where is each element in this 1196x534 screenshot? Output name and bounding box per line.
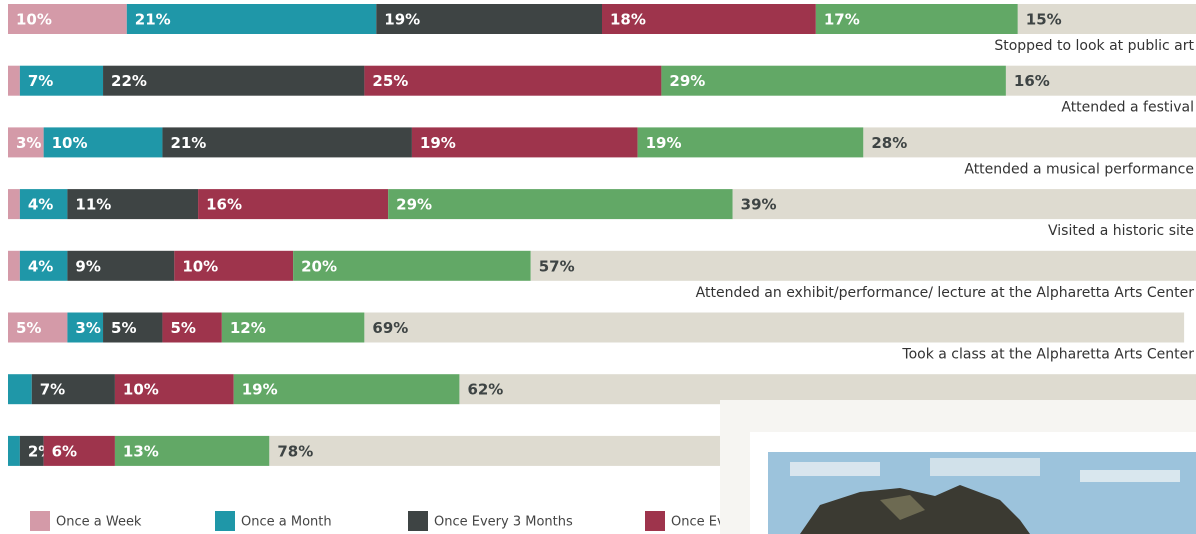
bar-segment xyxy=(733,189,1196,219)
data-label: 10% xyxy=(182,257,218,275)
legend-swatch xyxy=(215,511,235,531)
data-label: 10% xyxy=(52,134,88,152)
image-overlay xyxy=(720,400,1196,534)
data-label: 16% xyxy=(1014,72,1050,90)
data-label: 18% xyxy=(610,11,646,29)
data-label: 62% xyxy=(467,381,503,399)
data-label: 57% xyxy=(539,257,575,275)
bar-segment xyxy=(8,374,32,404)
legend: Once a Week Once a Month Once Every 3 Mont… xyxy=(30,511,725,531)
data-label: 19% xyxy=(242,381,278,399)
bar-segment xyxy=(8,436,20,466)
data-label: 7% xyxy=(40,381,65,399)
data-label: 19% xyxy=(646,134,682,152)
data-label: 5% xyxy=(111,319,136,337)
row-label: Attended an exhibit/performance/ lecture… xyxy=(696,285,1195,301)
data-label: 16% xyxy=(206,196,242,214)
data-label: 7% xyxy=(28,72,53,90)
data-label: 10% xyxy=(123,381,159,399)
bar-segment xyxy=(459,374,1196,404)
bar-segment xyxy=(364,313,1184,343)
data-label: 3% xyxy=(75,319,100,337)
data-label: 3% xyxy=(16,134,41,152)
data-label: 19% xyxy=(384,11,420,29)
data-label: 5% xyxy=(16,319,41,337)
bar-segment xyxy=(8,66,20,96)
bar-segment xyxy=(863,127,1196,157)
row-label: Took a class at the Alpharetta Arts Cent… xyxy=(901,347,1194,363)
chart: 10% 21% 19% 18% 17% 15% Stopped to look at pub… xyxy=(0,0,1196,534)
data-label: 4% xyxy=(28,257,53,275)
data-label: 17% xyxy=(824,11,860,29)
data-label: 29% xyxy=(669,72,705,90)
data-label: 10% xyxy=(16,11,52,29)
row-label: Attended a festival xyxy=(1061,100,1194,116)
bar-segment xyxy=(364,66,661,96)
data-label: 13% xyxy=(123,442,159,460)
legend-swatch xyxy=(30,511,50,531)
data-label: 78% xyxy=(277,442,313,460)
data-label: 20% xyxy=(301,257,337,275)
bar-segment xyxy=(388,189,733,219)
bar-segment xyxy=(661,66,1006,96)
legend-label: Once Every 3 Months xyxy=(434,515,573,530)
data-label: 12% xyxy=(230,319,266,337)
row-label: Stopped to look at public art xyxy=(994,38,1194,54)
legend-swatch xyxy=(645,511,665,531)
legend-swatch xyxy=(408,511,428,531)
data-label: 29% xyxy=(396,196,432,214)
data-label: 4% xyxy=(28,196,53,214)
bar-segment xyxy=(8,251,20,281)
legend-label: Once Ev xyxy=(671,515,725,530)
data-label: 25% xyxy=(372,72,408,90)
data-label: 21% xyxy=(170,134,206,152)
legend-label: Once a Month xyxy=(241,515,332,530)
legend-label: Once a Week xyxy=(56,515,142,530)
row-label: Visited a historic site xyxy=(1048,223,1194,239)
painting-stroke xyxy=(930,458,1040,476)
bar-segment xyxy=(8,189,20,219)
row-label: Attended a musical performance xyxy=(964,161,1194,177)
data-label: 39% xyxy=(741,196,777,214)
data-label: 21% xyxy=(135,11,171,29)
data-label: 28% xyxy=(871,134,907,152)
data-label: 9% xyxy=(75,257,100,275)
data-label: 6% xyxy=(52,442,77,460)
data-label: 11% xyxy=(75,196,111,214)
data-label: 15% xyxy=(1026,11,1062,29)
painting-stroke xyxy=(790,462,880,476)
data-label: 22% xyxy=(111,72,147,90)
painting-stroke xyxy=(1080,470,1180,482)
data-label: 5% xyxy=(170,319,195,337)
data-label: 19% xyxy=(420,134,456,152)
data-label: 69% xyxy=(372,319,408,337)
bar-segment xyxy=(531,251,1196,281)
